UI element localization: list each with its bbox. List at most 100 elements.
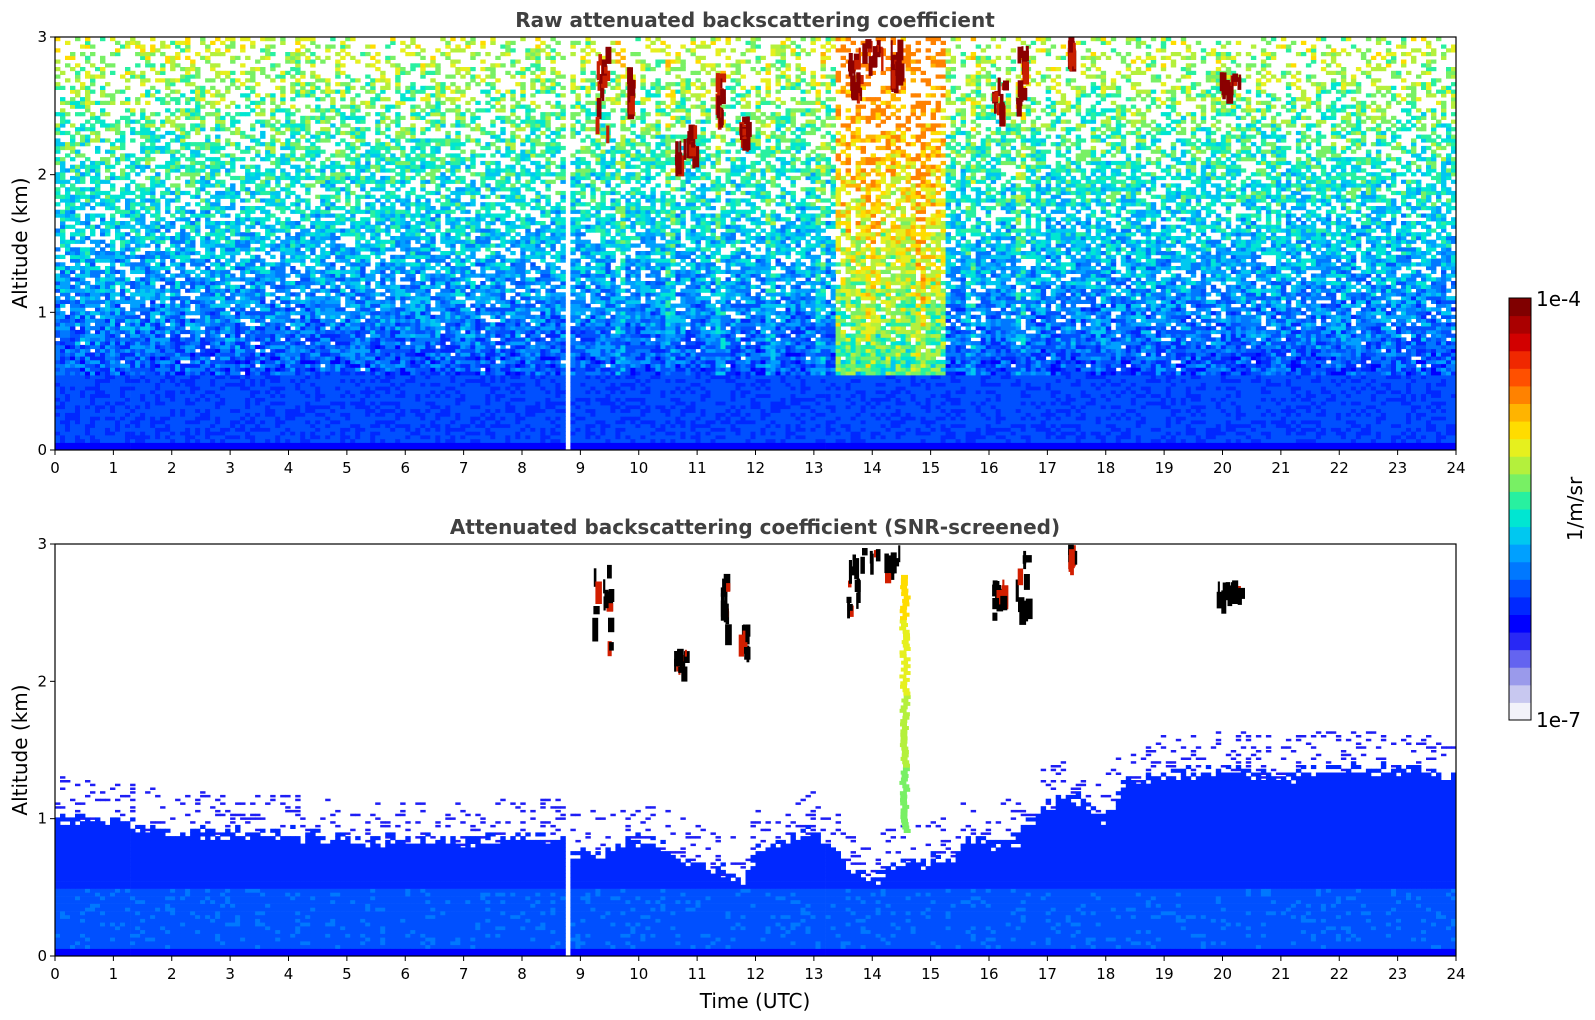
backscatter-cell [65, 300, 70, 304]
backscatter-cell [100, 326, 105, 330]
backscatter-cell [55, 439, 60, 443]
backscatter-cell [125, 375, 130, 379]
backscatter-cell [110, 172, 115, 176]
backscatter-cell [75, 349, 80, 353]
backscatter-cell [55, 326, 60, 330]
backscatter-cell [100, 394, 105, 398]
backscatter-cell [145, 123, 150, 127]
backscatter-cell [135, 214, 140, 218]
backscatter-cell [80, 161, 85, 165]
backscatter-cell [75, 292, 80, 296]
backscatter-cell [155, 90, 160, 94]
backscatter-cell [55, 304, 60, 308]
backscatter-cell [95, 401, 100, 405]
backscatter-cell [105, 63, 110, 67]
backscatter-cell [150, 330, 155, 334]
backscatter-cell [70, 168, 75, 172]
backscatter-cell [55, 397, 60, 401]
backscatter-cell [100, 277, 105, 281]
backscatter-cell [90, 386, 95, 390]
backscatter-cell [75, 93, 80, 97]
backscatter-cell [60, 217, 65, 221]
backscatter-cell [105, 315, 110, 319]
backscatter-cell [100, 379, 105, 383]
backscatter-cell [135, 221, 140, 225]
backscatter-cell [150, 435, 155, 439]
backscatter-cell [135, 210, 140, 214]
backscatter-cell [130, 161, 135, 165]
backscatter-cell [100, 401, 105, 405]
backscatter-cell [160, 266, 165, 270]
backscatter-cell [90, 360, 95, 364]
backscatter-cell [140, 202, 145, 206]
backscatter-cell [55, 232, 60, 236]
backscatter-cell [70, 420, 75, 424]
backscatter-cell [65, 270, 70, 274]
backscatter-cell [150, 270, 155, 274]
backscatter-cell [60, 364, 65, 368]
backscatter-cell [75, 285, 80, 289]
backscatter-cell [130, 319, 135, 323]
backscatter-cell [155, 150, 160, 154]
backscatter-cell [110, 150, 115, 154]
backscatter-cell [60, 337, 65, 341]
backscatter-cell [115, 157, 120, 161]
backscatter-cell [55, 334, 60, 338]
backscatter-cell [95, 214, 100, 218]
backscatter-cell [115, 300, 120, 304]
backscatter-cell [70, 270, 75, 274]
backscatter-cell [70, 315, 75, 319]
backscatter-cell [110, 123, 115, 127]
backscatter-cell [145, 428, 150, 432]
backscatter-cell [120, 146, 125, 150]
backscatter-cell [90, 341, 95, 345]
backscatter-cell [80, 206, 85, 210]
backscatter-cell [75, 371, 80, 375]
backscatter-cell [140, 356, 145, 360]
backscatter-cell [95, 304, 100, 308]
backscatter-cell [155, 379, 160, 383]
backscatter-cell [100, 319, 105, 323]
backscatter-cell [80, 360, 85, 364]
backscatter-cell [90, 187, 95, 191]
backscatter-cell [155, 172, 160, 176]
backscatter-cell [155, 443, 160, 447]
backscatter-cell [60, 277, 65, 281]
backscatter-cell [55, 285, 60, 289]
backscatter-cell [135, 334, 140, 338]
backscatter-cell [105, 424, 110, 428]
backscatter-cell [155, 428, 160, 432]
backscatter-cell [105, 443, 110, 447]
backscatter-cell [80, 409, 85, 413]
backscatter-cell [70, 311, 75, 315]
backscatter-cell [90, 266, 95, 270]
backscatter-cell [90, 138, 95, 142]
backscatter-cell [110, 416, 115, 420]
backscatter-cell [75, 394, 80, 398]
backscatter-cell [110, 364, 115, 368]
backscatter-cell [150, 157, 155, 161]
backscatter-cell [110, 225, 115, 229]
backscatter-cell [135, 236, 140, 240]
backscatter-cell [70, 236, 75, 240]
backscatter-cell [125, 431, 130, 435]
backscatter-cell [65, 397, 70, 401]
backscatter-cell [120, 289, 125, 293]
backscatter-cell [155, 360, 160, 364]
backscatter-cell [120, 439, 125, 443]
backscatter-cell [105, 296, 110, 300]
backscatter-cell [125, 352, 130, 356]
backscatter-cell [145, 307, 150, 311]
backscatter-cell [100, 334, 105, 338]
backscatter-cell [130, 375, 135, 379]
backscatter-cell [80, 307, 85, 311]
backscatter-cell [60, 379, 65, 383]
backscatter-cell [110, 304, 115, 308]
backscatter-cell [130, 165, 135, 169]
backscatter-cell [110, 367, 115, 371]
backscatter-cell [75, 281, 80, 285]
backscatter-cell [105, 127, 110, 131]
backscatter-cell [155, 180, 160, 184]
backscatter-cell [75, 191, 80, 195]
backscatter-cell [120, 296, 125, 300]
